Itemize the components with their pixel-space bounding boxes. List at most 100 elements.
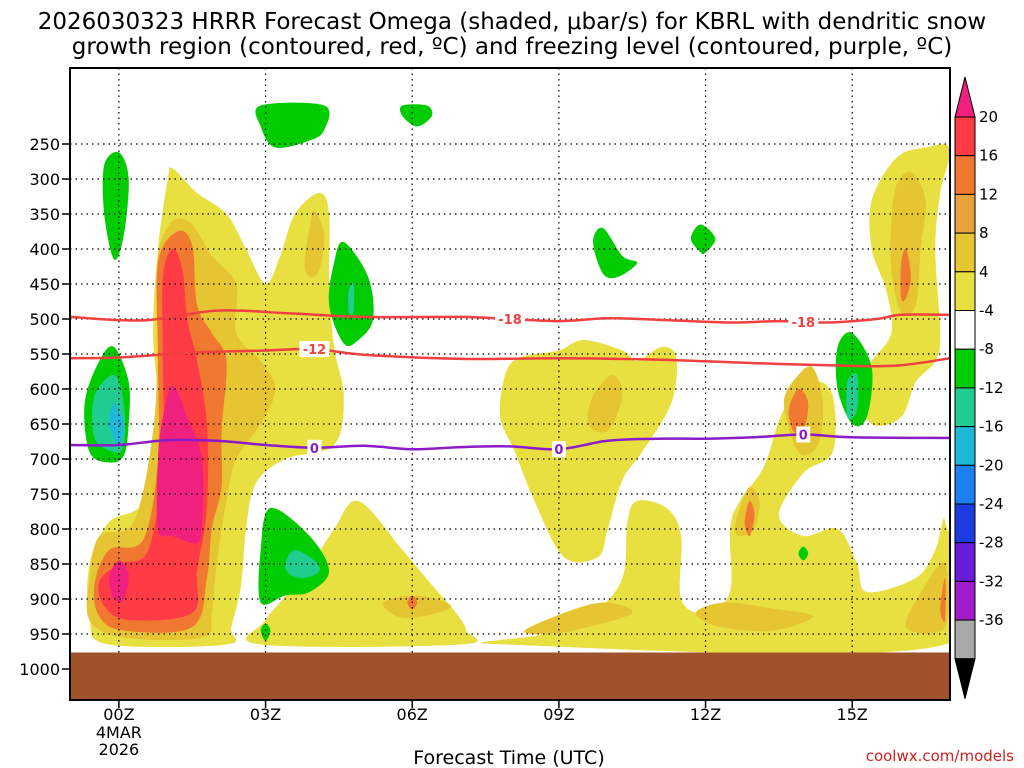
colorbar-bin-1: [954, 155, 976, 195]
omega-region-8-9: [587, 375, 623, 433]
omega-region-12-20: [940, 577, 946, 622]
omega-region-8-8: [382, 595, 452, 619]
x-axis-title: Forecast Time (UTC): [413, 747, 604, 768]
y-tick-label-750: 750: [29, 485, 60, 504]
colorbar-bin-2: [954, 193, 976, 234]
y-tick-label-350: 350: [29, 205, 60, 224]
colorbar-label--8: -8: [979, 340, 994, 358]
colorbar-bin-10: [954, 503, 976, 544]
omega-region--8-37: [846, 373, 859, 419]
x-tick-label-12Z: 12Z: [690, 705, 721, 724]
contour-label-bg: [788, 313, 819, 330]
y-tick-label-1000: 1000: [19, 660, 60, 679]
omega-region-8-6: [304, 210, 325, 278]
colorbar: 20 16 12 8 4 -4 -8 -12 -16 -20 -24 -28 -32 -36: [954, 76, 1004, 699]
chart-title-line-2: growth region (contoured, red, ºC) and f…: [72, 34, 953, 60]
x-tick-label-03Z: 03Z: [250, 705, 281, 724]
contour-label-bg: [796, 426, 811, 443]
surface-band: [70, 652, 950, 700]
colorbar-bin-12: [954, 580, 976, 621]
colorbar-bin-3: [954, 232, 976, 273]
omega-region-20-23: [108, 560, 129, 602]
contour-label-dgz_minus12-0: -12: [303, 343, 327, 358]
omega-region-8-7: [524, 602, 633, 635]
contour-label-bg: [307, 439, 322, 456]
x-tick-sublabel-2026: 2026: [99, 740, 140, 759]
colorbar-bin-4: [954, 271, 976, 311]
colorbar-label-8: 8: [979, 224, 989, 242]
x-tick-label-09Z: 09Z: [543, 705, 574, 724]
omega-region--12-39: [108, 403, 124, 445]
colorbar-bin-7: [954, 387, 976, 428]
colorbar-bin-8: [954, 426, 976, 466]
omega-region--4-32: [260, 623, 271, 641]
colorbar-label-12: 12: [979, 185, 998, 203]
colorbar-bin-0: [954, 116, 976, 157]
contour-label-bg: [495, 311, 525, 327]
colorbar-label--20: -20: [979, 456, 1004, 474]
contour-label-bg: [551, 441, 566, 458]
colorbar-label-4: 4: [979, 263, 989, 281]
surface-band-fill: [70, 652, 950, 700]
x-tick-sublabel-4mar: 4MAR: [96, 723, 142, 742]
colorbar-label-20: 20: [979, 108, 998, 126]
y-axis: 250 300 350 400 450 500 550 600 650 700 750 800 850 9…: [19, 135, 70, 679]
omega-region-20-22: [156, 385, 204, 544]
x-tick-label-06Z: 06Z: [397, 705, 428, 724]
gridlines: [70, 68, 950, 700]
colorbar-bottom-triangle: [954, 658, 976, 699]
omega-region-12-16: [788, 388, 809, 435]
y-tick-label-600: 600: [29, 380, 60, 399]
y-tick-label-500: 500: [29, 310, 60, 329]
chart-title-line-1: 2026030323 HRRR Forecast Omega (shaded, …: [38, 9, 986, 35]
contour-dgz_minus12: [70, 347, 950, 368]
omega-region-8-12: [695, 602, 814, 632]
omega-region-12-19: [900, 248, 911, 302]
contour-freezing_level: [70, 433, 950, 451]
contour-label-bg: [299, 341, 330, 358]
colorbar-label--12: -12: [979, 379, 1004, 397]
contour-lines: -18 -18 -12 0 0 0: [70, 309, 950, 458]
colorbar-label-16: 16: [979, 147, 998, 165]
x-tick-label-00Z: 00Z: [103, 705, 134, 724]
y-tick-label-250: 250: [29, 135, 60, 154]
omega-region-8-14: [905, 562, 949, 634]
omega-region--4-26: [255, 102, 330, 148]
credit-text: coolwx.com/models: [866, 747, 1014, 765]
colorbar-label--32: -32: [979, 572, 1004, 590]
colorbar-bin-6: [954, 348, 976, 389]
colorbar-bin-9: [954, 464, 976, 505]
colorbar-bin-5: [954, 310, 976, 350]
contour-label-freezing_level-0: 0: [310, 442, 319, 457]
omega-region--4-27: [399, 104, 433, 127]
y-tick-label-900: 900: [29, 590, 60, 609]
omega-region-12-17: [744, 500, 755, 537]
contour-label-dgz_minus18-1: -18: [792, 316, 816, 331]
y-tick-label-700: 700: [29, 450, 60, 469]
colorbar-label--24: -24: [979, 495, 1004, 513]
contour-label-dgz_minus18-0: -18: [498, 313, 522, 328]
omega-region-8-13: [890, 171, 926, 316]
y-tick-label-550: 550: [29, 345, 60, 364]
y-tick-label-950: 950: [29, 625, 60, 644]
colorbar-label--36: -36: [979, 611, 1004, 629]
omega-region--8-38: [348, 282, 355, 316]
x-tick-label-15Z: 15Z: [837, 705, 868, 724]
colorbar-top-triangle: [954, 76, 976, 118]
y-tick-label-850: 850: [29, 555, 60, 574]
colorbar-label--4: -4: [979, 302, 994, 320]
omega-region--4-34: [798, 546, 809, 561]
contour-dgz_minus18: [70, 309, 950, 324]
omega-region--4-29: [593, 227, 638, 279]
colorbar-bin-11: [954, 542, 976, 582]
omega-shading: [84, 102, 950, 654]
plot-frame: [69, 67, 951, 701]
y-tick-label-300: 300: [29, 170, 60, 189]
contour-label-freezing_level-1: 0: [554, 443, 563, 458]
contour-label-freezing_level-2: 0: [799, 429, 808, 444]
omega-region-4-3: [499, 340, 677, 563]
y-tick-label-800: 800: [29, 520, 60, 539]
y-tick-label-400: 400: [29, 240, 60, 259]
